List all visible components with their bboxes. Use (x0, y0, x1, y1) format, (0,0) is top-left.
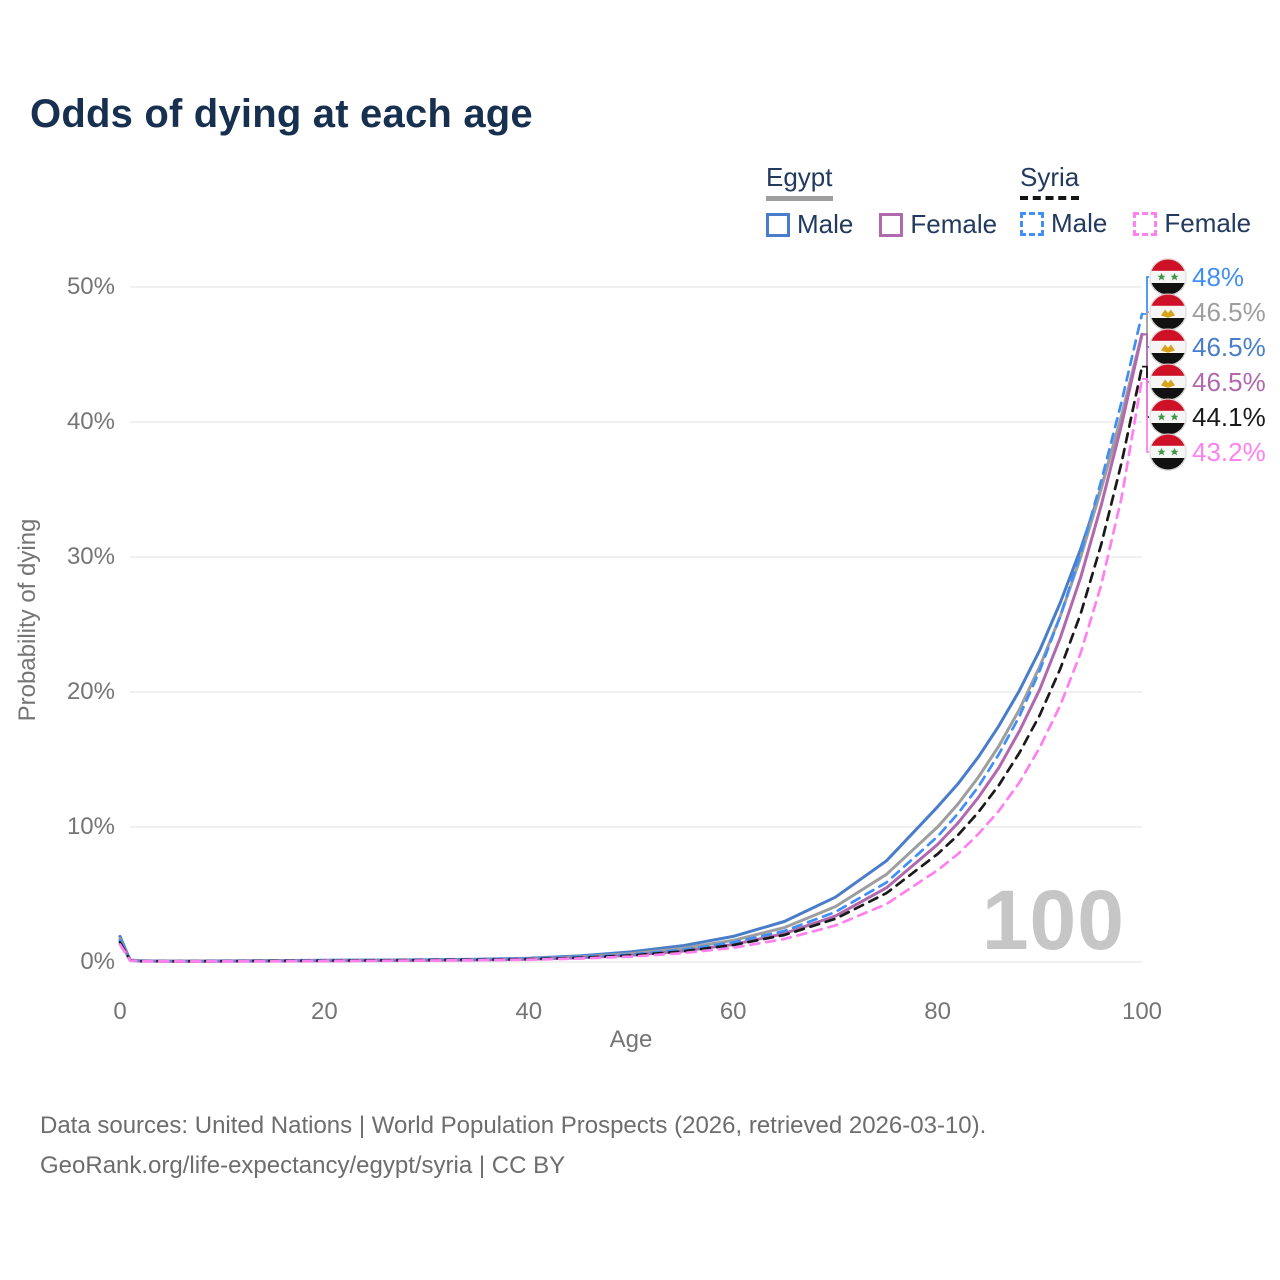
legend-item-syria-male[interactable]: Male (1020, 208, 1107, 239)
legend-label-syria-female: Female (1164, 208, 1252, 238)
end-value-egypt_both: 46.5% (1192, 296, 1266, 327)
y-tick-20%: 20% (66, 678, 115, 705)
series-line-syria_male (118, 312, 1144, 963)
source-line-1: Data sources: United Nations | World Pop… (40, 1112, 987, 1139)
end-label-egypt_male: 46.5% (1149, 328, 1266, 366)
end-value-syria_both: 44.1% (1192, 401, 1266, 432)
syria-flag-icon (1149, 433, 1187, 471)
egypt-female-swatch-icon (879, 212, 904, 237)
end-value-syria_male: 48% (1192, 261, 1245, 292)
end-label-syria_male: 48% (1149, 258, 1244, 296)
x-tick-80: 80 (924, 998, 951, 1025)
legend-item-syria-female[interactable]: Female (1133, 208, 1251, 239)
egypt-male-swatch-icon (766, 212, 790, 237)
series-line-egypt_both (118, 332, 1144, 963)
series-line-egypt_male (118, 332, 1144, 963)
legend-item-egypt-male[interactable]: Male (766, 209, 853, 240)
chart-title: Odds of dying at each age (30, 92, 533, 136)
x-tick-0: 0 (113, 998, 127, 1025)
x-axis-title: Age (609, 1026, 653, 1053)
egypt-flag-icon (1149, 363, 1187, 401)
y-tick-40%: 40% (66, 408, 115, 435)
y-tick-30%: 30% (66, 543, 115, 570)
end-value-egypt_male: 46.5% (1192, 331, 1266, 362)
syria-flag-icon (1149, 258, 1187, 296)
legend-group-egypt: Egypt Male Female (766, 162, 1015, 240)
source-footer: Data sources: United Nations | World Pop… (40, 1106, 986, 1186)
end-label-syria_both: 44.1% (1149, 398, 1266, 436)
series-line-syria_female (118, 377, 1144, 963)
legend-country-egypt: Egypt (766, 162, 833, 201)
series-line-egypt_female (118, 332, 1144, 963)
age-counter-watermark: 100 (981, 873, 1125, 967)
egypt-flag-icon (1149, 328, 1187, 366)
syria-flag-icon (1149, 398, 1187, 436)
end-value-syria_female: 43.2% (1192, 436, 1266, 467)
end-label-syria_female: 43.2% (1149, 433, 1266, 471)
legend-item-egypt-female[interactable]: Female (879, 209, 997, 240)
x-tick-60: 60 (719, 998, 747, 1025)
end-label-egypt_both: 46.5% (1149, 293, 1266, 331)
y-tick-10%: 10% (66, 813, 115, 840)
syria-female-swatch-icon (1133, 211, 1158, 236)
end-label-egypt_female: 46.5% (1149, 363, 1266, 401)
y-tick-50%: 50% (66, 273, 115, 300)
legend-label-egypt-female: Female (910, 209, 998, 239)
legend-label-egypt-male: Male (797, 209, 854, 239)
legend-label-syria-male: Male (1051, 208, 1108, 238)
end-value-egypt_female: 46.5% (1192, 366, 1266, 397)
legend-country-syria: Syria (1020, 162, 1080, 200)
source-line-2: GeoRank.org/life-expectancy/egypt/syria … (40, 1152, 566, 1179)
y-tick-0%: 0% (80, 948, 115, 975)
egypt-flag-icon (1149, 293, 1187, 331)
x-tick-20: 20 (311, 998, 338, 1025)
syria-male-swatch-icon (1020, 211, 1044, 236)
x-tick-40: 40 (515, 998, 543, 1025)
x-tick-100: 100 (1121, 998, 1163, 1025)
legend-group-syria: Syria Male Female (1020, 162, 1269, 239)
